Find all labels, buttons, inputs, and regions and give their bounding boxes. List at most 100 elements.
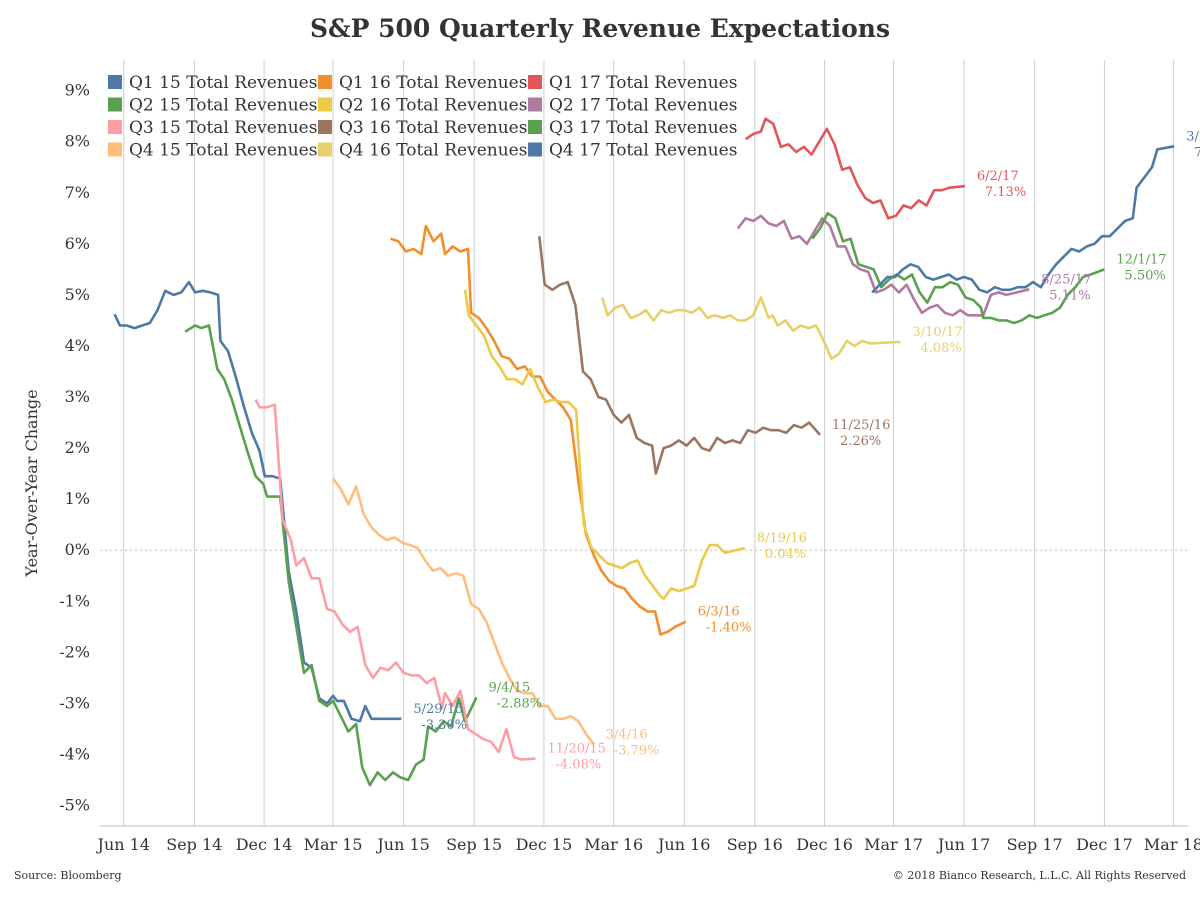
x-tick-label: Mar 17 — [864, 835, 923, 854]
legend-label: Q3 15 Total Revenues — [129, 118, 317, 138]
y-tick-label: 0% — [65, 540, 90, 559]
series-line — [254, 399, 536, 761]
legend-label: Q3 17 Total Revenues — [549, 118, 737, 138]
chart-title: S&P 500 Quarterly Revenue Expectations — [309, 14, 891, 43]
axes-layer: Jun 14 Sep 14 Dec 14 Mar 15 Jun 15 Sep 15 Dec … — [22, 81, 1200, 854]
legend-label: Q2 17 Total Revenues — [549, 96, 737, 116]
series-end-label: 6/3/16 — [698, 605, 740, 620]
legend-swatch — [528, 120, 542, 134]
series-end-label: 8/19/16 — [757, 531, 807, 546]
series-end-label: 12/1/17 — [1116, 252, 1166, 267]
series-end-label: 11/25/16 — [832, 418, 890, 433]
x-tick-label: Mar 16 — [584, 835, 643, 854]
legend-label: Q3 16 Total Revenues — [339, 118, 527, 138]
series-line — [463, 289, 746, 601]
y-tick-label: 2% — [65, 438, 90, 457]
series-end-label: 6/2/17 — [977, 169, 1019, 184]
legend-label: Q2 16 Total Revenues — [339, 96, 527, 116]
copyright-note: © 2018 Bianco Research, L.L.C. All Right… — [892, 869, 1186, 882]
x-tick-label: Dec 16 — [796, 835, 853, 854]
legend-label: Q2 15 Total Revenues — [129, 96, 317, 116]
series-end-label: 7.13% — [985, 185, 1026, 200]
legend-label: Q1 16 Total Revenues — [339, 73, 527, 93]
x-tick-label: Sep 16 — [727, 835, 783, 854]
series-end-label: 5.50% — [1124, 268, 1165, 283]
legend-label: Q4 15 Total Revenues — [129, 141, 317, 161]
series-line — [736, 214, 1030, 317]
series-line — [538, 236, 821, 475]
y-tick-label: 9% — [65, 81, 90, 100]
series-end-label: 8/25/17 — [1041, 272, 1091, 287]
legend-label: Q1 17 Total Revenues — [549, 73, 737, 93]
legend-swatch — [528, 75, 542, 89]
series-line — [811, 211, 1105, 325]
y-tick-label: 3% — [65, 387, 90, 406]
x-tick-label: Mar 15 — [304, 835, 363, 854]
y-tick-label: 6% — [65, 234, 90, 253]
x-tick-label: Jun 15 — [375, 835, 429, 854]
y-axis-title: Year-Over-Year Change — [22, 389, 41, 577]
series-end-label: 9/4/15 — [488, 680, 530, 695]
legend-swatch — [318, 97, 332, 112]
series-end-label: 5/29/15 — [413, 702, 463, 717]
y-tick-label: 5% — [65, 285, 90, 304]
x-tick-label: Sep 15 — [446, 835, 502, 854]
series-end-label: -4.08% — [556, 758, 602, 773]
x-tick-label: Jun 17 — [936, 835, 990, 854]
y-tick-label: -2% — [59, 642, 90, 661]
legend-swatch — [108, 142, 122, 157]
series-end-label: 11/20/15 — [548, 742, 606, 757]
y-tick-label: 7% — [65, 183, 90, 202]
series-end-label: -3.30% — [421, 718, 467, 733]
series-line — [871, 145, 1175, 294]
x-tick-label: Jun 16 — [656, 835, 710, 854]
series-line — [744, 117, 966, 220]
x-tick-label: Mar 18 — [1144, 835, 1200, 854]
series-line — [600, 296, 901, 360]
x-tick-label: Jun 14 — [96, 835, 150, 854]
legend-label: Q4 16 Total Revenues — [339, 141, 527, 161]
series-end-label: -1.40% — [706, 621, 752, 636]
legend-swatch — [318, 120, 332, 134]
series-end-label: 2.26% — [840, 434, 881, 449]
y-tick-label: -1% — [59, 591, 90, 610]
y-tick-label: 8% — [65, 132, 90, 151]
series-end-label: -2.88% — [496, 696, 542, 711]
legend-swatch — [528, 97, 542, 112]
legend-swatch — [108, 97, 122, 112]
series-end-label: 5.11% — [1049, 288, 1090, 303]
x-tick-label: Sep 17 — [1007, 835, 1063, 854]
series-line — [332, 477, 595, 746]
grid-layer — [100, 60, 1188, 826]
series-end-label: 0.04% — [765, 547, 806, 562]
series-end-label: 7.91% — [1194, 145, 1200, 160]
series-end-label: 3/4/16 — [606, 727, 648, 742]
end-label-layer: 5/29/15-3.30% 9/4/15-2.88% 11/20/15-4.08% 3… — [413, 129, 1200, 772]
series-end-label: 4.08% — [920, 341, 961, 356]
series-line — [390, 224, 687, 636]
y-tick-label: -5% — [59, 796, 90, 815]
x-tick-label: Sep 14 — [166, 835, 222, 854]
series-line — [113, 280, 402, 723]
y-tick-label: 1% — [65, 489, 90, 508]
legend-label: Q4 17 Total Revenues — [549, 141, 737, 161]
legend-swatch — [108, 75, 122, 89]
legend-swatch — [318, 142, 332, 157]
y-tick-label: -3% — [59, 693, 90, 712]
x-tick-label: Dec 17 — [1076, 835, 1133, 854]
x-tick-label: Dec 15 — [516, 835, 573, 854]
legend-swatch — [318, 75, 332, 89]
legend: Q1 15 Total Revenues Q2 15 Total Revenues… — [108, 73, 737, 161]
legend-swatch — [108, 120, 122, 134]
series-line — [184, 324, 478, 787]
series-end-label: 3/10/17 — [912, 325, 962, 340]
series-end-label: -3.79% — [614, 743, 660, 758]
legend-swatch — [528, 142, 542, 157]
y-tick-label: 4% — [65, 336, 90, 355]
legend-label: Q1 15 Total Revenues — [129, 73, 317, 93]
y-tick-label: -4% — [59, 745, 90, 764]
series-layer — [113, 117, 1175, 787]
x-tick-label: Dec 14 — [236, 835, 293, 854]
source-note: Source: Bloomberg — [14, 869, 122, 882]
